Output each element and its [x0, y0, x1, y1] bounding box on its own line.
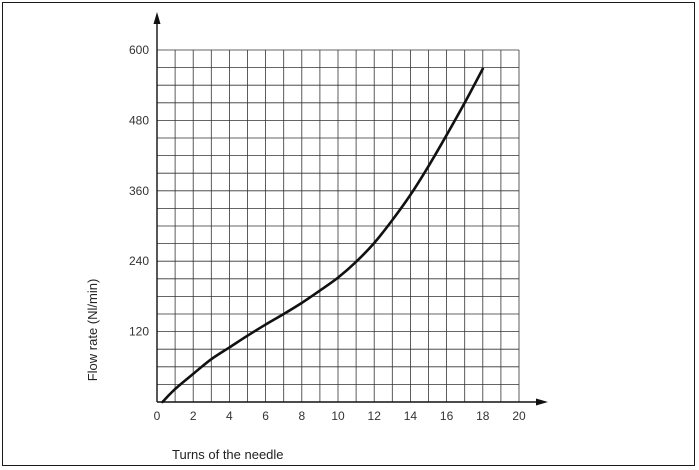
y-tick-label: 480 — [129, 113, 149, 127]
y-tick-label: 120 — [129, 325, 149, 339]
x-tick-label: 10 — [331, 409, 345, 423]
x-tick-label: 0 — [154, 409, 161, 423]
x-tick-label: 8 — [298, 409, 305, 423]
x-tick-label: 12 — [368, 409, 382, 423]
y-tick-label: 600 — [129, 43, 149, 57]
x-tick-label: 6 — [262, 409, 269, 423]
x-tick-label: 4 — [226, 409, 233, 423]
y-tick-label: 360 — [129, 184, 149, 198]
x-tick-label: 16 — [440, 409, 454, 423]
y-axis-label: Flow rate (Nl/min) — [85, 279, 100, 382]
axes — [153, 12, 548, 406]
flow-rate-curve — [161, 67, 485, 404]
x-tick-label: 18 — [476, 409, 490, 423]
chart-frame — [2, 2, 695, 466]
x-tick-label: 20 — [512, 409, 526, 423]
x-axis-label: Turns of the needle — [172, 447, 284, 462]
series-group — [161, 67, 485, 404]
x-tick-label: 2 — [190, 409, 197, 423]
y-tick-label: 240 — [129, 254, 149, 268]
x-tick-label: 14 — [404, 409, 418, 423]
tick-labels: 0 2 4 6 8 10 12 14 16 18 20 120 240 360 480 600 — [129, 43, 526, 423]
y-axis-arrow — [153, 12, 161, 24]
x-axis-arrow — [536, 398, 548, 406]
